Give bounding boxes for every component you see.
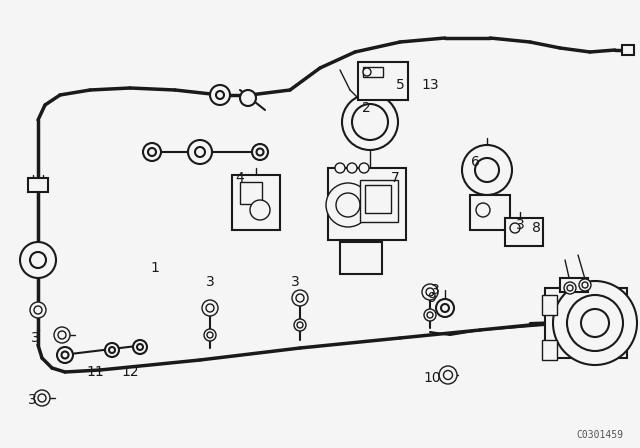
Text: 9: 9: [428, 291, 436, 305]
Circle shape: [424, 309, 436, 321]
Bar: [542, 295, 557, 315]
Circle shape: [564, 282, 576, 294]
Circle shape: [441, 304, 449, 312]
Circle shape: [133, 340, 147, 354]
Circle shape: [204, 329, 216, 341]
Bar: [232, 175, 280, 230]
Text: 3: 3: [516, 218, 524, 232]
Circle shape: [206, 304, 214, 312]
Text: 11: 11: [86, 365, 104, 379]
Circle shape: [34, 306, 42, 314]
Circle shape: [30, 252, 46, 268]
Circle shape: [207, 332, 213, 338]
Circle shape: [252, 144, 268, 160]
Circle shape: [510, 223, 520, 233]
Circle shape: [335, 163, 345, 173]
Bar: [340, 242, 382, 274]
Circle shape: [462, 145, 512, 195]
Bar: [28, 178, 48, 192]
Circle shape: [347, 163, 357, 173]
Circle shape: [582, 282, 588, 288]
Circle shape: [188, 140, 212, 164]
Circle shape: [476, 203, 490, 217]
Bar: [470, 195, 510, 230]
Circle shape: [216, 91, 224, 99]
Circle shape: [30, 302, 46, 318]
Circle shape: [105, 343, 119, 357]
Bar: [240, 182, 262, 204]
Circle shape: [143, 143, 161, 161]
Circle shape: [202, 300, 218, 316]
Circle shape: [257, 148, 264, 155]
Circle shape: [439, 366, 457, 384]
Text: 3: 3: [291, 275, 300, 289]
Circle shape: [436, 299, 454, 317]
Bar: [328, 168, 406, 240]
Circle shape: [195, 147, 205, 157]
Circle shape: [297, 322, 303, 328]
Text: 3: 3: [431, 283, 440, 297]
Circle shape: [61, 352, 68, 358]
Circle shape: [579, 279, 591, 291]
Bar: [505, 218, 543, 246]
Circle shape: [581, 309, 609, 337]
Text: C0301459: C0301459: [577, 430, 623, 440]
Text: 1: 1: [150, 261, 159, 275]
Text: 8: 8: [532, 221, 540, 235]
Bar: [358, 62, 408, 100]
Circle shape: [567, 295, 623, 351]
Circle shape: [292, 290, 308, 306]
Text: 12: 12: [121, 365, 139, 379]
Circle shape: [20, 242, 56, 278]
Text: 3: 3: [205, 275, 214, 289]
Text: 3: 3: [28, 393, 36, 407]
Text: 13: 13: [421, 78, 439, 92]
Circle shape: [34, 390, 50, 406]
Circle shape: [58, 331, 66, 339]
Bar: [560, 278, 588, 292]
Circle shape: [57, 347, 73, 363]
Text: 5: 5: [396, 78, 404, 92]
Circle shape: [210, 85, 230, 105]
Text: 10: 10: [423, 371, 441, 385]
Circle shape: [137, 344, 143, 350]
Circle shape: [38, 394, 46, 402]
Circle shape: [426, 288, 434, 296]
Bar: [542, 340, 557, 360]
Bar: [360, 180, 398, 222]
Circle shape: [148, 148, 156, 156]
Circle shape: [326, 183, 370, 227]
Bar: [363, 67, 383, 77]
Text: 7: 7: [390, 171, 399, 185]
Circle shape: [444, 370, 452, 379]
Text: 6: 6: [470, 155, 479, 169]
Bar: [365, 185, 391, 213]
Circle shape: [250, 200, 270, 220]
Circle shape: [294, 319, 306, 331]
Text: 2: 2: [362, 101, 371, 115]
Circle shape: [54, 327, 70, 343]
Circle shape: [427, 312, 433, 318]
Circle shape: [475, 158, 499, 182]
Circle shape: [359, 163, 369, 173]
Circle shape: [336, 193, 360, 217]
Circle shape: [342, 94, 398, 150]
Circle shape: [363, 68, 371, 76]
Circle shape: [352, 104, 388, 140]
Circle shape: [240, 90, 256, 106]
Bar: [545, 288, 627, 358]
Circle shape: [109, 347, 115, 353]
Text: 4: 4: [236, 171, 244, 185]
Bar: [622, 45, 634, 55]
Circle shape: [553, 281, 637, 365]
Text: 3: 3: [31, 331, 40, 345]
Circle shape: [567, 285, 573, 291]
Circle shape: [296, 294, 304, 302]
Circle shape: [422, 284, 438, 300]
